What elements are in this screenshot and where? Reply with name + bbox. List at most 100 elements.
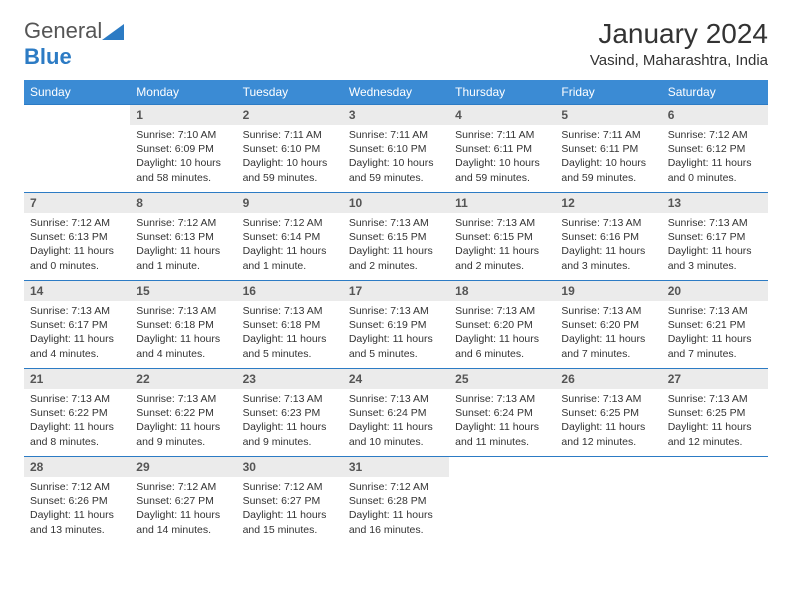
day-details: Sunrise: 7:12 AMSunset: 6:27 PMDaylight:… <box>237 477 343 543</box>
day-number: 20 <box>662 281 768 301</box>
sunrise-line: Sunrise: 7:13 AM <box>30 304 124 318</box>
daylight-line: Daylight: 11 hours and 0 minutes. <box>30 244 124 272</box>
sunrise-line: Sunrise: 7:12 AM <box>30 216 124 230</box>
day-details: Sunrise: 7:13 AMSunset: 6:17 PMDaylight:… <box>24 301 130 367</box>
sunrise-line: Sunrise: 7:13 AM <box>136 392 230 406</box>
daylight-line: Daylight: 10 hours and 58 minutes. <box>136 156 230 184</box>
day-cell: 21Sunrise: 7:13 AMSunset: 6:22 PMDayligh… <box>24 368 130 456</box>
daylight-line: Daylight: 11 hours and 12 minutes. <box>668 420 762 448</box>
sunrise-line: Sunrise: 7:13 AM <box>561 392 655 406</box>
daylight-line: Daylight: 11 hours and 2 minutes. <box>455 244 549 272</box>
sunrise-line: Sunrise: 7:12 AM <box>30 480 124 494</box>
sunset-line: Sunset: 6:24 PM <box>455 406 549 420</box>
day-details: Sunrise: 7:13 AMSunset: 6:22 PMDaylight:… <box>130 389 236 455</box>
day-number: 30 <box>237 457 343 477</box>
sunset-line: Sunset: 6:28 PM <box>349 494 443 508</box>
day-number: 27 <box>662 369 768 389</box>
day-cell: 9Sunrise: 7:12 AMSunset: 6:14 PMDaylight… <box>237 192 343 280</box>
logo-word-1: General <box>24 18 102 43</box>
day-number: 7 <box>24 193 130 213</box>
day-details: Sunrise: 7:13 AMSunset: 6:25 PMDaylight:… <box>555 389 661 455</box>
day-number: 25 <box>449 369 555 389</box>
calendar-grid: SundayMondayTuesdayWednesdayThursdayFrid… <box>24 80 768 544</box>
sunset-line: Sunset: 6:12 PM <box>668 142 762 156</box>
sunrise-line: Sunrise: 7:13 AM <box>668 216 762 230</box>
sunrise-line: Sunrise: 7:10 AM <box>136 128 230 142</box>
day-cell: 14Sunrise: 7:13 AMSunset: 6:17 PMDayligh… <box>24 280 130 368</box>
day-details: Sunrise: 7:13 AMSunset: 6:24 PMDaylight:… <box>343 389 449 455</box>
day-cell: 24Sunrise: 7:13 AMSunset: 6:24 PMDayligh… <box>343 368 449 456</box>
day-details: Sunrise: 7:13 AMSunset: 6:18 PMDaylight:… <box>237 301 343 367</box>
sunset-line: Sunset: 6:19 PM <box>349 318 443 332</box>
day-details: Sunrise: 7:13 AMSunset: 6:15 PMDaylight:… <box>449 213 555 279</box>
title-block: January 2024 Vasind, Maharashtra, India <box>590 18 768 69</box>
day-cell: 3Sunrise: 7:11 AMSunset: 6:10 PMDaylight… <box>343 104 449 192</box>
logo-word-2: Blue <box>24 44 72 69</box>
day-number: 23 <box>237 369 343 389</box>
day-number: 24 <box>343 369 449 389</box>
daylight-line: Daylight: 11 hours and 7 minutes. <box>561 332 655 360</box>
sunset-line: Sunset: 6:15 PM <box>455 230 549 244</box>
day-cell: 26Sunrise: 7:13 AMSunset: 6:25 PMDayligh… <box>555 368 661 456</box>
sunrise-line: Sunrise: 7:13 AM <box>30 392 124 406</box>
daylight-line: Daylight: 11 hours and 9 minutes. <box>243 420 337 448</box>
day-number: 13 <box>662 193 768 213</box>
daylight-line: Daylight: 11 hours and 7 minutes. <box>668 332 762 360</box>
sunset-line: Sunset: 6:10 PM <box>349 142 443 156</box>
day-details: Sunrise: 7:11 AMSunset: 6:11 PMDaylight:… <box>449 125 555 191</box>
day-number: 4 <box>449 105 555 125</box>
day-cell: 18Sunrise: 7:13 AMSunset: 6:20 PMDayligh… <box>449 280 555 368</box>
day-number: 8 <box>130 193 236 213</box>
day-cell: 20Sunrise: 7:13 AMSunset: 6:21 PMDayligh… <box>662 280 768 368</box>
daylight-line: Daylight: 11 hours and 8 minutes. <box>30 420 124 448</box>
sunrise-line: Sunrise: 7:12 AM <box>136 480 230 494</box>
sunset-line: Sunset: 6:18 PM <box>243 318 337 332</box>
sunset-line: Sunset: 6:13 PM <box>136 230 230 244</box>
daylight-line: Daylight: 11 hours and 2 minutes. <box>349 244 443 272</box>
day-header: Thursday <box>449 80 555 104</box>
sunset-line: Sunset: 6:25 PM <box>561 406 655 420</box>
sunset-line: Sunset: 6:22 PM <box>136 406 230 420</box>
day-details: Sunrise: 7:12 AMSunset: 6:28 PMDaylight:… <box>343 477 449 543</box>
day-number: 21 <box>24 369 130 389</box>
logo: General Blue <box>24 18 124 70</box>
sunrise-line: Sunrise: 7:13 AM <box>243 304 337 318</box>
day-details: Sunrise: 7:13 AMSunset: 6:18 PMDaylight:… <box>130 301 236 367</box>
day-cell: 31Sunrise: 7:12 AMSunset: 6:28 PMDayligh… <box>343 456 449 544</box>
daylight-line: Daylight: 11 hours and 9 minutes. <box>136 420 230 448</box>
day-cell: 28Sunrise: 7:12 AMSunset: 6:26 PMDayligh… <box>24 456 130 544</box>
sunrise-line: Sunrise: 7:13 AM <box>136 304 230 318</box>
day-number: 26 <box>555 369 661 389</box>
empty-cell <box>662 456 768 544</box>
sunrise-line: Sunrise: 7:11 AM <box>561 128 655 142</box>
sunrise-line: Sunrise: 7:13 AM <box>349 216 443 230</box>
daylight-line: Daylight: 11 hours and 12 minutes. <box>561 420 655 448</box>
sunset-line: Sunset: 6:16 PM <box>561 230 655 244</box>
day-details: Sunrise: 7:13 AMSunset: 6:17 PMDaylight:… <box>662 213 768 279</box>
day-cell: 6Sunrise: 7:12 AMSunset: 6:12 PMDaylight… <box>662 104 768 192</box>
day-details: Sunrise: 7:13 AMSunset: 6:24 PMDaylight:… <box>449 389 555 455</box>
day-details: Sunrise: 7:13 AMSunset: 6:22 PMDaylight:… <box>24 389 130 455</box>
logo-text: General Blue <box>24 18 124 70</box>
sunset-line: Sunset: 6:17 PM <box>30 318 124 332</box>
day-cell: 27 Sunrise: 7:13 AMSunset: 6:25 PMDayligh… <box>662 368 768 456</box>
day-cell: 29Sunrise: 7:12 AMSunset: 6:27 PMDayligh… <box>130 456 236 544</box>
day-cell: 5Sunrise: 7:11 AMSunset: 6:11 PMDaylight… <box>555 104 661 192</box>
sunset-line: Sunset: 6:25 PM <box>668 406 762 420</box>
day-details: Sunrise: 7:11 AMSunset: 6:11 PMDaylight:… <box>555 125 661 191</box>
sunset-line: Sunset: 6:14 PM <box>243 230 337 244</box>
day-number: 3 <box>343 105 449 125</box>
day-details: Sunrise: 7:13 AMSunset: 6:20 PMDaylight:… <box>555 301 661 367</box>
sunrise-line: Sunrise: 7:13 AM <box>668 392 762 406</box>
daylight-line: Daylight: 11 hours and 14 minutes. <box>136 508 230 536</box>
day-number: 16 <box>237 281 343 301</box>
sunrise-line: Sunrise: 7:13 AM <box>455 216 549 230</box>
location: Vasind, Maharashtra, India <box>590 52 768 69</box>
daylight-line: Daylight: 11 hours and 11 minutes. <box>455 420 549 448</box>
day-number: 22 <box>130 369 236 389</box>
day-cell: 16Sunrise: 7:13 AMSunset: 6:18 PMDayligh… <box>237 280 343 368</box>
daylight-line: Daylight: 10 hours and 59 minutes. <box>455 156 549 184</box>
sunrise-line: Sunrise: 7:12 AM <box>349 480 443 494</box>
daylight-line: Daylight: 10 hours and 59 minutes. <box>243 156 337 184</box>
daylight-line: Daylight: 11 hours and 3 minutes. <box>668 244 762 272</box>
